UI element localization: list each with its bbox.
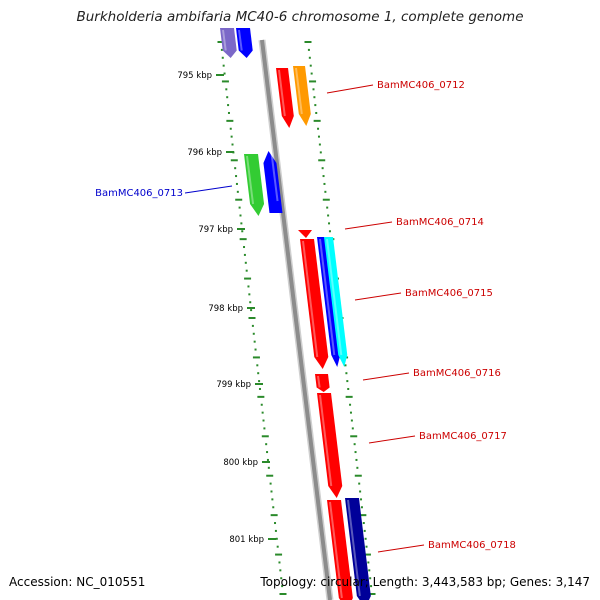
scale-label: 796 kbp [187,148,222,158]
gene-label: BamMC406_0715 [405,288,493,299]
gene-partial-lavender-body [220,28,237,58]
gene-0713-green [244,154,265,216]
gene-label: BamMC406_0718 [428,540,516,551]
gene-0715-cyan [324,237,348,367]
gene-label-leader [184,185,233,194]
gene-partial-lavender [220,28,237,58]
gene-label-leader [354,292,402,301]
gene-label: BamMC406_0717 [419,431,507,442]
gene-0713-green-highlight [246,155,255,205]
gene-0713-blue-body [263,151,283,213]
gene-label: BamMC406_0714 [396,217,484,228]
gene-label-leader [326,84,374,94]
scale-label: 799 kbp [216,380,251,390]
gene-0713-blue [263,151,283,213]
gene-0712-orange-body [293,66,311,126]
gene-0712-orange-highlight [295,67,303,115]
gene-label-leader [344,221,393,230]
backbone-line [260,39,332,600]
gene-0715-blue-highlight [319,238,336,356]
gene-0718-red [327,500,353,600]
gene-0712-orange [293,66,311,126]
gene-0715-blue [317,237,341,367]
gene-0713-green-body [244,154,265,216]
gene-0715-red-body [300,239,329,369]
gene-0713-blue-highlight [270,152,279,202]
gene-0712-red [276,68,294,128]
scale-label: 795 kbp [177,71,212,81]
gene-label-leader [368,435,416,444]
gene-label-leader [362,372,410,381]
gene-partial-blue-highlight [238,29,243,51]
accession-text: Accession: NC_010551 [9,575,146,589]
gene-0717-red-body [317,393,343,498]
gene-0715-cyan-highlight [326,238,343,356]
gene-0718-navy-body [345,498,371,600]
gene-0716-red-body [315,374,330,392]
scale-label: 800 kbp [223,458,258,468]
gene-0716-red-highlight [317,375,321,388]
gene-0716-red [315,374,330,392]
gene-0718-red-body [327,500,353,600]
map-title: Burkholderia ambifaria MC40-6 chromosome… [76,9,524,25]
gene-label: BamMC406_0712 [377,80,465,91]
gene-features [220,28,371,600]
genome-summary-text: Topology: circular; Length: 3,443,583 bp… [260,575,590,589]
scale-label: 797 kbp [198,225,233,235]
gene-0718-navy [345,498,371,600]
feature-labels: 795 kbp 796 kbp 797 kbp 798 kbp 799 kbp 800 k… [95,71,516,553]
gene-0715-blue-body [317,237,341,367]
gene-0717-red-highlight [319,394,333,487]
gene-0712-red-highlight [278,69,286,117]
gene-partial-lavender-highlight [222,29,227,51]
gene-0714-small [298,230,312,238]
gene-partial-blue-body [236,28,253,58]
scale-label: 801 kbp [229,535,264,545]
gene-0717-red [317,393,343,498]
gene-0715-cyan-body [324,237,348,367]
gene-0715-red [300,239,329,369]
gene-label-leader [377,544,425,553]
gene-partial-blue [236,28,253,58]
gene-0715-red-highlight [302,240,319,358]
gene-label: BamMC406_0716 [413,368,501,379]
gene-label: BamMC406_0713 [95,188,183,199]
chromosome-backbone [258,39,334,600]
gene-0712-red-body [276,68,294,128]
scale-label: 798 kbp [208,304,243,314]
gene-0718-navy-highlight [347,499,361,597]
gene-0718-red-highlight [329,501,343,599]
